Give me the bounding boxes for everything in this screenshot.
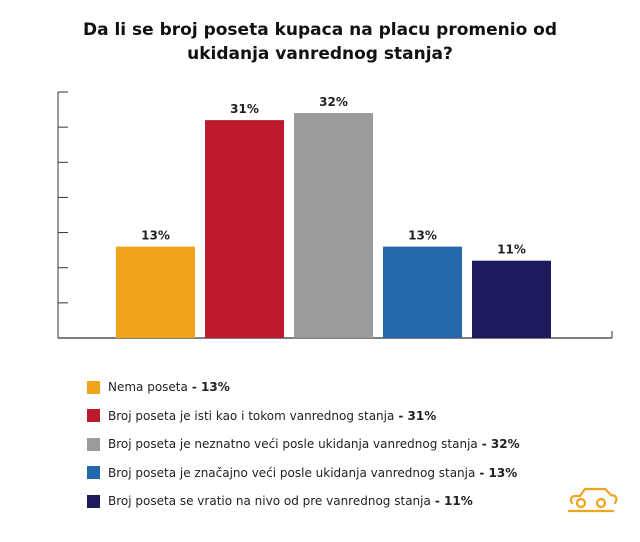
- legend-label: Broj poseta se vratio na nivo od pre van…: [108, 494, 431, 509]
- legend-swatch: [87, 437, 100, 451]
- data-label: 13%: [408, 229, 437, 243]
- legend-value: - 13%: [191, 380, 230, 395]
- legend-value: - 31%: [398, 408, 437, 423]
- legend-value: - 13%: [479, 465, 518, 480]
- legend-label: Broj poseta je neznatno veći posle ukida…: [108, 437, 478, 452]
- legend-item: Nema poseta - 13%: [87, 373, 520, 402]
- legend-swatch: [87, 409, 100, 423]
- legend-item: Broj poseta je značajno veći posle ukida…: [87, 459, 520, 488]
- legend-label: Nema poseta: [108, 380, 188, 395]
- legend: Nema poseta - 13% Broj poseta je isti kao …: [87, 373, 520, 516]
- legend-swatch: [87, 380, 100, 394]
- legend-swatch: [87, 494, 100, 508]
- data-label: 32%: [319, 95, 348, 109]
- bar: [472, 260, 551, 338]
- bar: [116, 246, 195, 338]
- legend-label: Broj poseta je isti kao i tokom vanredno…: [108, 408, 395, 423]
- legend-swatch: [87, 466, 100, 480]
- legend-item: Broj poseta je isti kao i tokom vanredno…: [87, 402, 520, 431]
- legend-value: - 11%: [434, 494, 473, 509]
- title-line-2: ukidanja vanrednog stanja?: [187, 44, 453, 64]
- title-line-1: Da li se broj poseta kupaca na placu pro…: [82, 20, 558, 40]
- bar: [294, 113, 373, 338]
- data-label: 11%: [497, 243, 526, 257]
- legend-label: Broj poseta je značajno veći posle ukida…: [108, 465, 476, 480]
- legend-value: - 32%: [481, 437, 520, 452]
- bar: [205, 120, 284, 338]
- legend-item: Broj poseta je neznatno veći posle ukida…: [87, 430, 520, 459]
- data-label: 13%: [141, 229, 170, 243]
- chart-title: Da li se broj poseta kupaca na placu pro…: [0, 18, 640, 66]
- data-label: 31%: [230, 102, 259, 116]
- bar: [383, 246, 462, 338]
- legend-item: Broj poseta se vratio na nivo od pre van…: [87, 487, 520, 516]
